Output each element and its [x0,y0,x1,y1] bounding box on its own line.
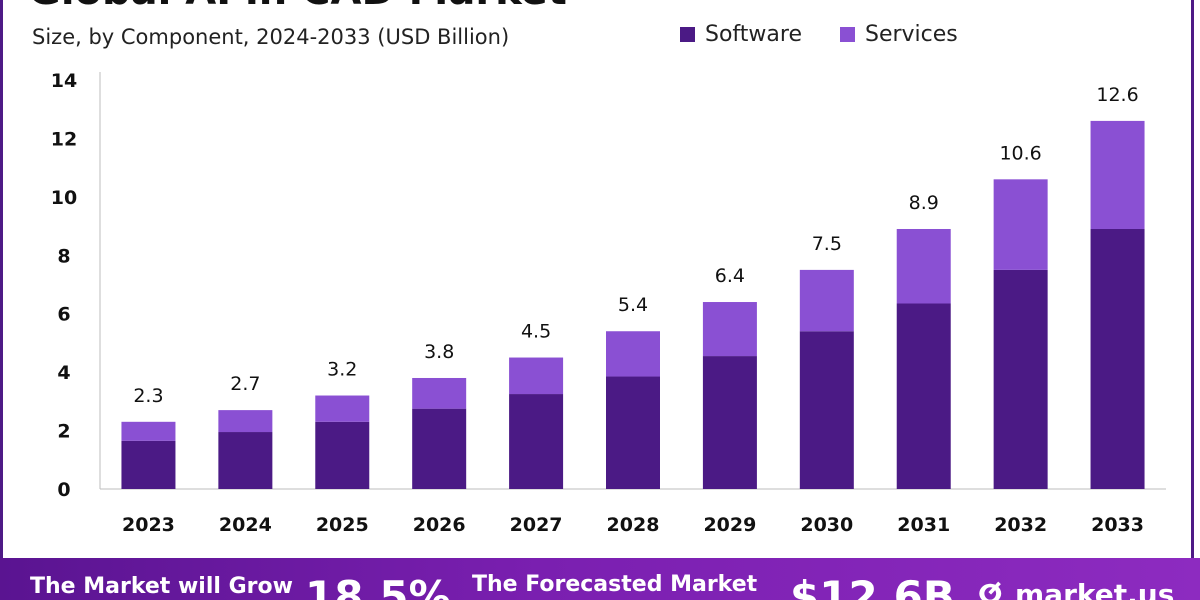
bar-software-2025 [315,421,370,489]
bar-software-2023 [121,440,176,489]
data-label-2032: 10.6 [999,142,1041,164]
bar-services-2023 [121,421,176,441]
data-label-2029: 6.4 [715,265,745,287]
y-tick-label: 8 [57,245,70,267]
x-tick-label-2027: 2027 [510,514,563,536]
x-tick-label-2030: 2030 [800,514,853,536]
bar-software-2029 [702,356,757,489]
bar-software-2030 [799,331,854,489]
bar-software-2031 [896,303,951,489]
bar-software-2027 [509,394,564,489]
footer-forecast-value: $12.6B [790,572,955,600]
x-tick-label-2033: 2033 [1091,514,1144,536]
data-label-2033: 12.6 [1096,84,1138,106]
data-label-2025: 3.2 [327,359,357,381]
legend-item-software: Software [680,22,802,47]
bar-services-2033 [1090,120,1145,229]
stacked-bar-chart: 0 2 4 6 8 10 12 14 2.3 2023 2.7 2024 3.2 2025 3.8 2026 4… [51,70,1166,536]
bar-services-2027 [509,357,564,395]
bar-software-2033 [1090,228,1145,489]
y-tick-label: 12 [51,128,77,150]
legend-label-services: Services [864,22,958,47]
x-tick-label-2028: 2028 [607,514,660,536]
chart-title: Global AI in CAD Market [28,0,567,14]
y-tick-label: 14 [51,70,77,92]
footer-banner: The Market will Grow 18.5% The Forecaste… [0,558,1200,600]
x-tick-label-2024: 2024 [219,514,272,536]
y-tick-label: 2 [57,421,70,443]
x-tick-label-2031: 2031 [897,514,950,536]
bar-software-2024 [218,432,273,489]
bar-software-2032 [993,269,1048,489]
chart-subtitle: Size, by Component, 2024-2033 (USD Billi… [32,25,510,49]
y-tick-label: 10 [51,187,77,209]
bar-software-2028 [606,376,660,489]
data-label-2023: 2.3 [133,385,163,407]
data-label-2024: 2.7 [230,373,260,395]
bar-services-2024 [218,410,273,433]
market-us-logo: market.us [1015,578,1175,600]
bar-services-2028 [606,331,660,377]
bar-services-2026 [412,377,467,409]
legend-swatch-software [680,27,695,42]
y-tick-label: 0 [57,479,70,501]
data-label-2028: 5.4 [618,294,648,316]
bar-services-2032 [993,179,1048,270]
bar-services-2031 [896,228,951,304]
footer-cagr-value: 18.5% [305,572,451,600]
bar-services-2030 [799,269,854,332]
bar-software-2026 [412,408,467,489]
legend-item-services: Services [839,22,958,47]
legend-label-software: Software [705,22,802,47]
legend: Software Services [680,22,958,47]
data-label-2031: 8.9 [909,192,939,214]
data-label-2026: 3.8 [424,341,454,363]
footer-forecast-text: The Forecasted Market [472,572,758,597]
x-tick-label-2026: 2026 [413,514,466,536]
x-tick-label-2023: 2023 [122,514,175,536]
y-tick-label: 6 [57,304,70,326]
x-tick-label-2025: 2025 [316,514,369,536]
x-tick-label-2029: 2029 [703,514,756,536]
bar-services-2029 [702,302,757,357]
data-label-2030: 7.5 [812,233,842,255]
footer-grow-text: The Market will Grow [30,574,293,599]
legend-swatch-services [839,27,855,42]
data-label-2027: 4.5 [521,321,551,343]
y-tick-label: 4 [57,362,70,384]
market-us-logo-icon: ⵚ [978,580,1003,600]
x-tick-label-2032: 2032 [994,514,1047,536]
bar-services-2025 [315,395,370,422]
